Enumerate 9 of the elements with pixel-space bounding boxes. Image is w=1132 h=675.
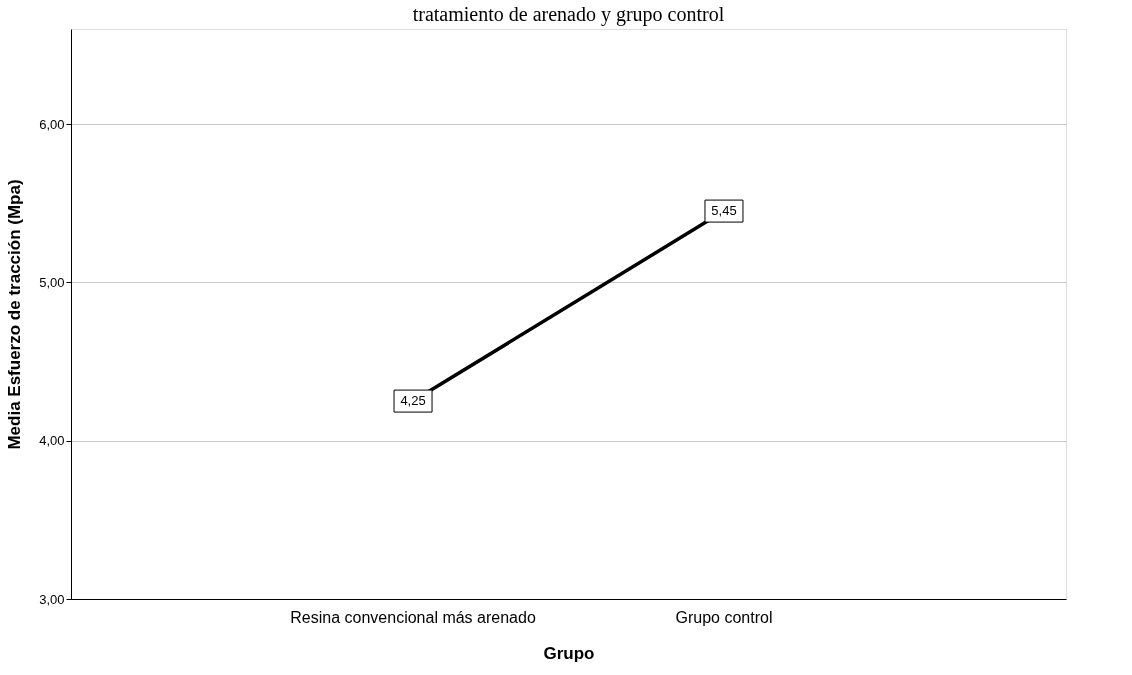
y-tick-label: 6,00	[39, 116, 65, 132]
y-tick-label: 5,00	[39, 274, 65, 290]
chart-title: tratamiento de arenado y grupo control	[412, 3, 725, 26]
x-tick-label: Grupo control	[675, 608, 773, 626]
y-axis-title: Media Esfuerzo de tracción (Mpa)	[5, 179, 25, 450]
x-axis-title: Grupo	[543, 643, 595, 663]
x-tick-label: Resina convencional más arenado	[290, 608, 536, 626]
y-tick-label: 3,00	[39, 591, 65, 607]
y-tick-label: 4,00	[39, 433, 65, 449]
